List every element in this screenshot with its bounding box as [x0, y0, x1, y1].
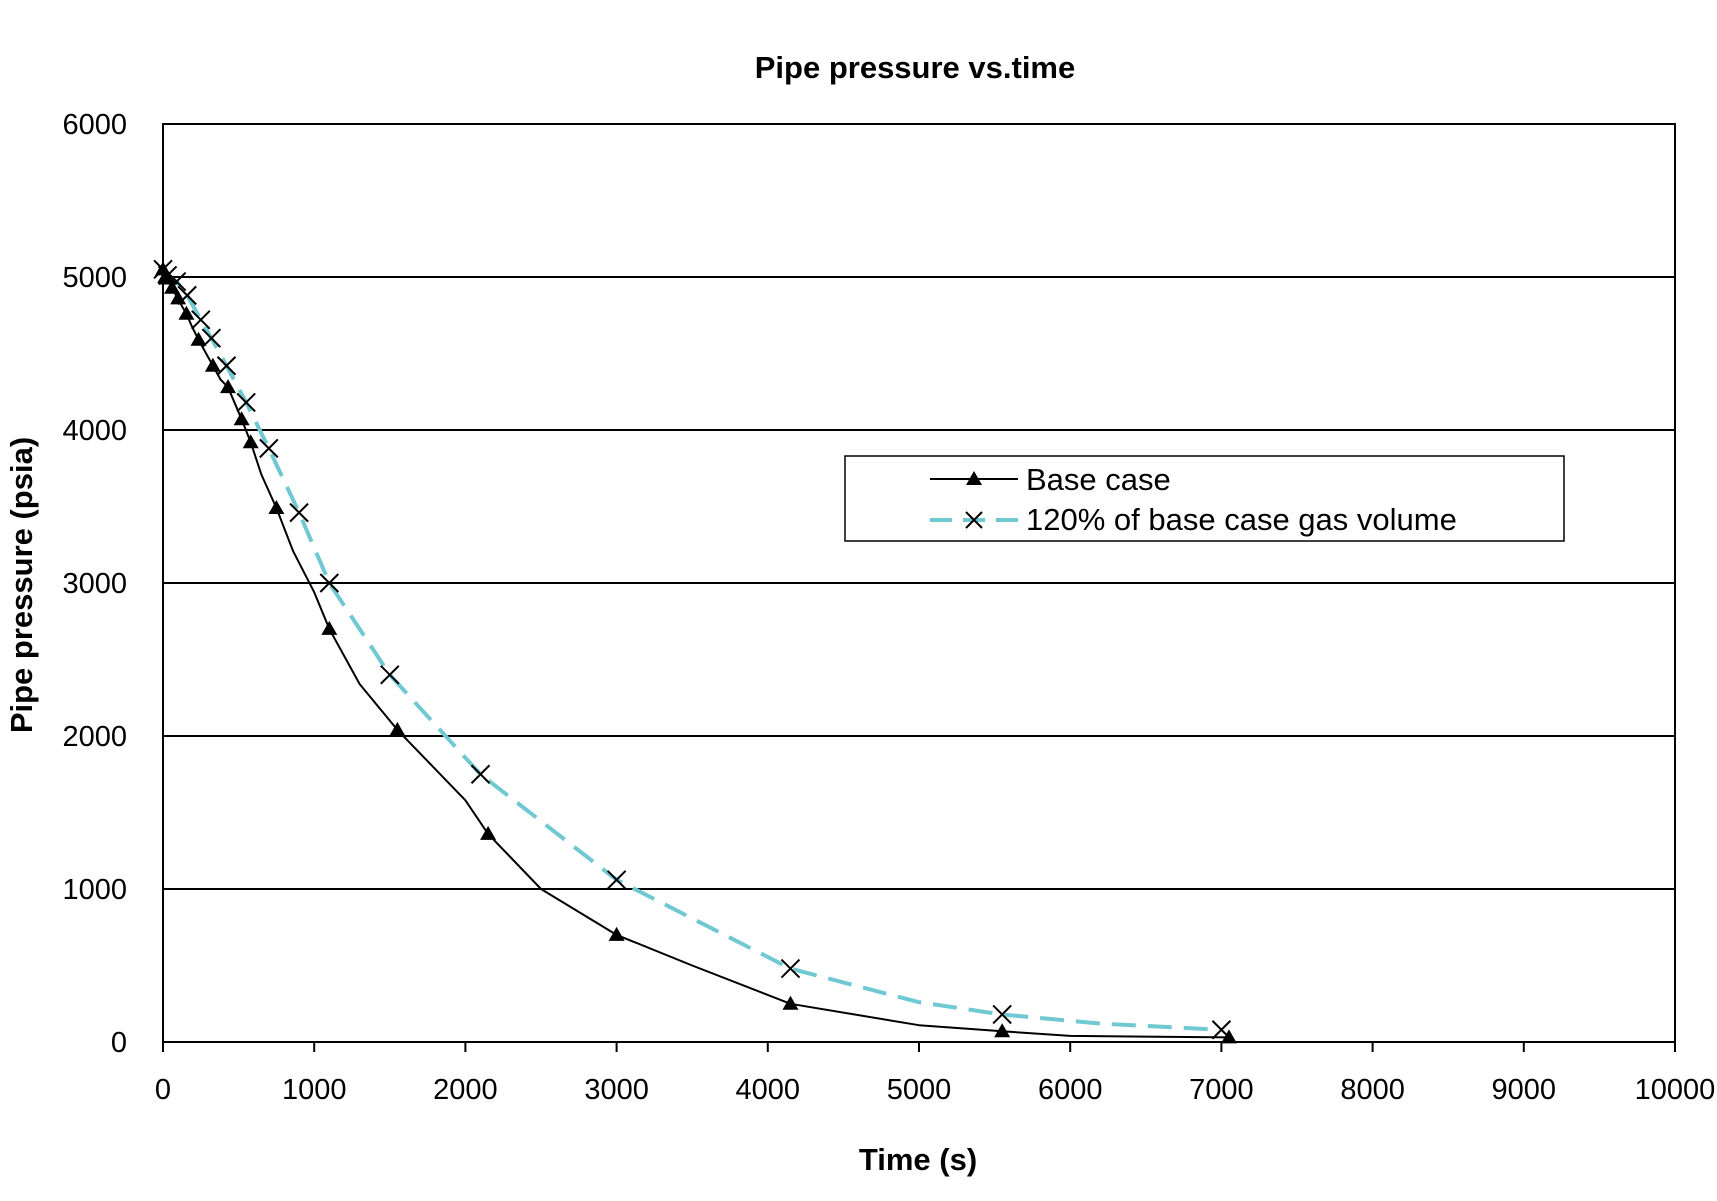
series-line-base-case [162, 269, 1230, 1039]
data-point-base-case [782, 995, 799, 1010]
data-point-gas-volume [166, 271, 187, 292]
data-point-gas-volume [1211, 1020, 1232, 1040]
data-point-gas-volume [157, 265, 178, 286]
legend-gas-volume-marker [965, 511, 983, 529]
data-point-gas-volume [319, 573, 340, 593]
y-tick-label: 4000 [62, 415, 127, 447]
legend-box [844, 455, 1565, 542]
x-tick-label: 9000 [1492, 1074, 1557, 1106]
grid-lines [163, 276, 1675, 890]
data-point-gas-volume [992, 1004, 1012, 1025]
data-point-gas-volume [780, 958, 801, 979]
x-tick-label: 3000 [584, 1074, 649, 1106]
data-point-gas-volume [201, 328, 222, 348]
data-point-base-case [178, 305, 195, 320]
x-tick-label: 4000 [736, 1074, 801, 1106]
data-point-base-case [480, 825, 497, 840]
y-tick-label: 5000 [62, 262, 127, 294]
plot-area-frame [162, 123, 1676, 1043]
x-tick-label: 10000 [1635, 1074, 1716, 1106]
y-tick-label: 3000 [62, 568, 127, 600]
data-point-base-case [321, 620, 338, 635]
y-axis-label: Pipe pressure (psia) [4, 437, 39, 733]
legend-base-case-marker [966, 471, 982, 485]
chart-title: Pipe pressure vs.time [755, 50, 1076, 85]
data-point-base-case [389, 721, 406, 736]
data-point-gas-volume [380, 665, 400, 685]
x-axis-label: Time (s) [859, 1142, 977, 1177]
x-tick-label: 1000 [282, 1074, 347, 1106]
data-point-gas-volume [259, 438, 279, 459]
data-point-base-case [204, 357, 221, 372]
y-tick-label: 1000 [62, 874, 127, 906]
axis-ticks: 0 1000 2000 3000 4000 5000 6000 0 1000 2000 3000 40… [62, 109, 1715, 1106]
data-point-base-case [608, 926, 625, 941]
data-point-base-case [233, 411, 250, 426]
data-point-gas-volume [236, 392, 256, 413]
y-tick-label: 0 [111, 1027, 127, 1059]
legend-gas-volume-label: 120% of base case gas volume [1026, 502, 1457, 537]
data-point-gas-volume [289, 502, 309, 523]
x-tick-label: 5000 [887, 1074, 952, 1106]
series-layer [153, 259, 1237, 1044]
x-tick-label: 7000 [1189, 1074, 1254, 1106]
x-tick-label: 2000 [433, 1074, 498, 1106]
data-point-base-case [994, 1023, 1011, 1038]
series-line-gas-volume [161, 268, 1222, 1032]
x-tick-label: 6000 [1038, 1074, 1103, 1106]
y-tick-label: 6000 [62, 109, 127, 141]
data-point-base-case [190, 331, 207, 346]
data-point-gas-volume [177, 285, 197, 306]
data-point-base-case [242, 434, 259, 449]
data-point-gas-volume [191, 310, 211, 330]
legend-base-case-label: Base case [1026, 462, 1171, 497]
data-point-base-case [220, 379, 237, 394]
x-tick-label: 0 [155, 1074, 171, 1106]
data-point-base-case [268, 500, 285, 515]
data-point-gas-volume [606, 870, 627, 890]
x-tick-label: 8000 [1340, 1074, 1405, 1106]
data-point-gas-volume [470, 764, 491, 784]
legend: Base case 120% of base case gas volume [844, 455, 1565, 542]
data-point-gas-volume [216, 356, 237, 376]
y-tick-label: 2000 [62, 721, 127, 753]
